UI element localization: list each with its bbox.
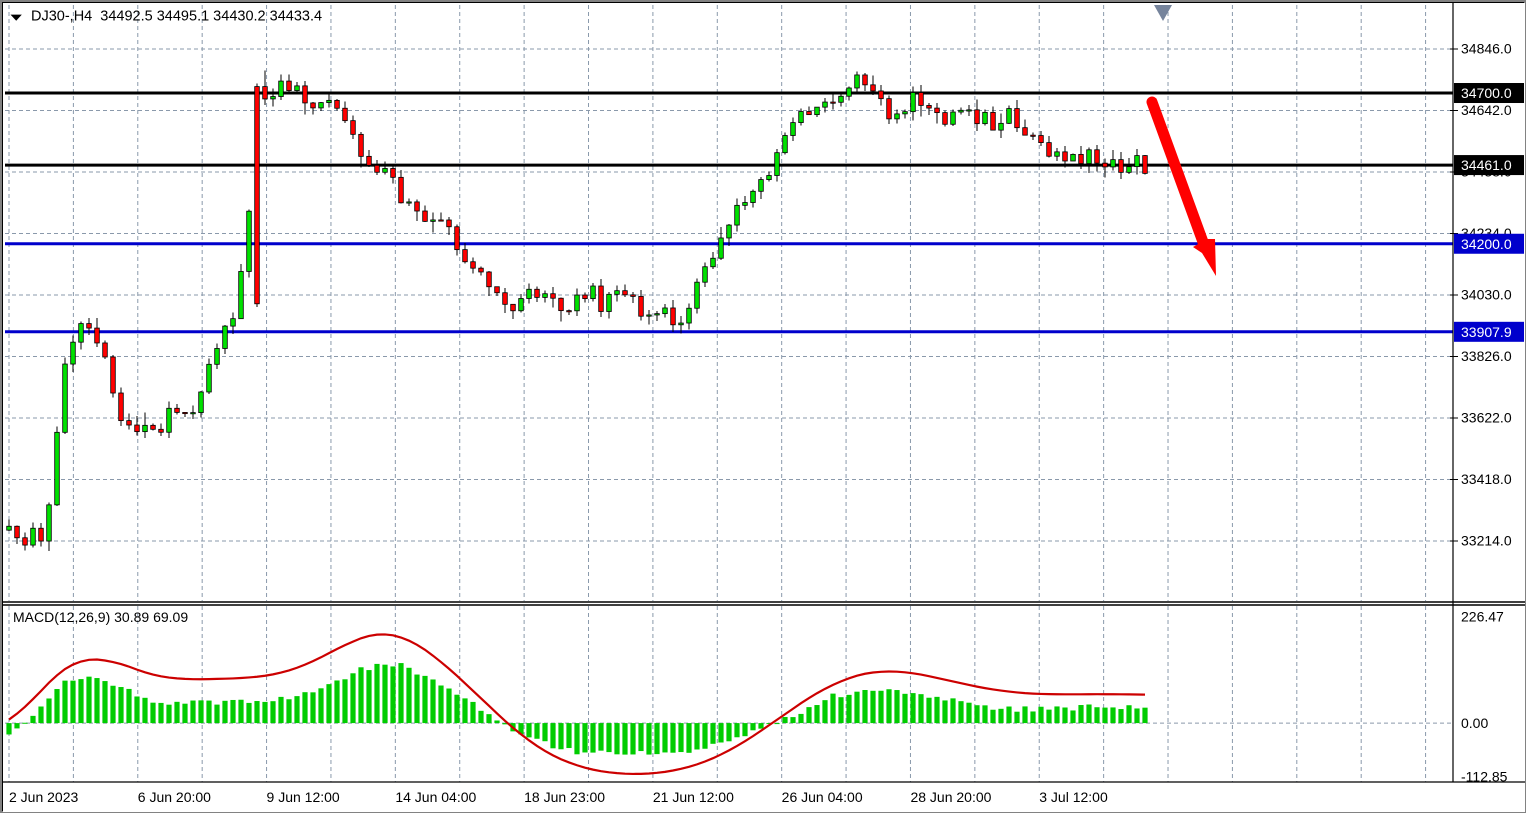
svg-text:33214.0: 33214.0	[1461, 533, 1512, 549]
svg-text:34200.0: 34200.0	[1461, 236, 1512, 252]
svg-text:DJ30-,H4 34492.5 34495.1 3443: DJ30-,H4 34492.5 34495.1 34430.2 34433.4	[31, 9, 322, 25]
svg-text:226.47: 226.47	[1461, 608, 1504, 624]
svg-text:21 Jun 12:00: 21 Jun 12:00	[653, 789, 734, 805]
svg-text:33418.0: 33418.0	[1461, 471, 1512, 487]
svg-text:33826.0: 33826.0	[1461, 348, 1512, 364]
svg-text:14 Jun 04:00: 14 Jun 04:00	[395, 789, 476, 805]
svg-text:26 Jun 04:00: 26 Jun 04:00	[782, 789, 863, 805]
svg-text:33622.0: 33622.0	[1461, 410, 1512, 426]
svg-text:MACD(12,26,9) 30.89 69.09: MACD(12,26,9) 30.89 69.09	[13, 609, 188, 625]
svg-text:33907.9: 33907.9	[1461, 324, 1512, 340]
svg-text:34642.0: 34642.0	[1461, 102, 1512, 118]
svg-text:34030.0: 34030.0	[1461, 287, 1512, 303]
svg-text:34461.0: 34461.0	[1461, 157, 1512, 173]
svg-text:28 Jun 20:00: 28 Jun 20:00	[910, 789, 991, 805]
svg-text:18 Jun 23:00: 18 Jun 23:00	[524, 789, 605, 805]
svg-text:2 Jun 2023: 2 Jun 2023	[9, 789, 78, 805]
svg-text:3 Jul 12:00: 3 Jul 12:00	[1039, 789, 1108, 805]
svg-text:9 Jun 12:00: 9 Jun 12:00	[267, 789, 340, 805]
svg-text:0.00: 0.00	[1461, 715, 1488, 731]
svg-text:34846.0: 34846.0	[1461, 41, 1512, 57]
svg-text:34700.0: 34700.0	[1461, 85, 1512, 101]
svg-text:6 Jun 20:00: 6 Jun 20:00	[138, 789, 211, 805]
